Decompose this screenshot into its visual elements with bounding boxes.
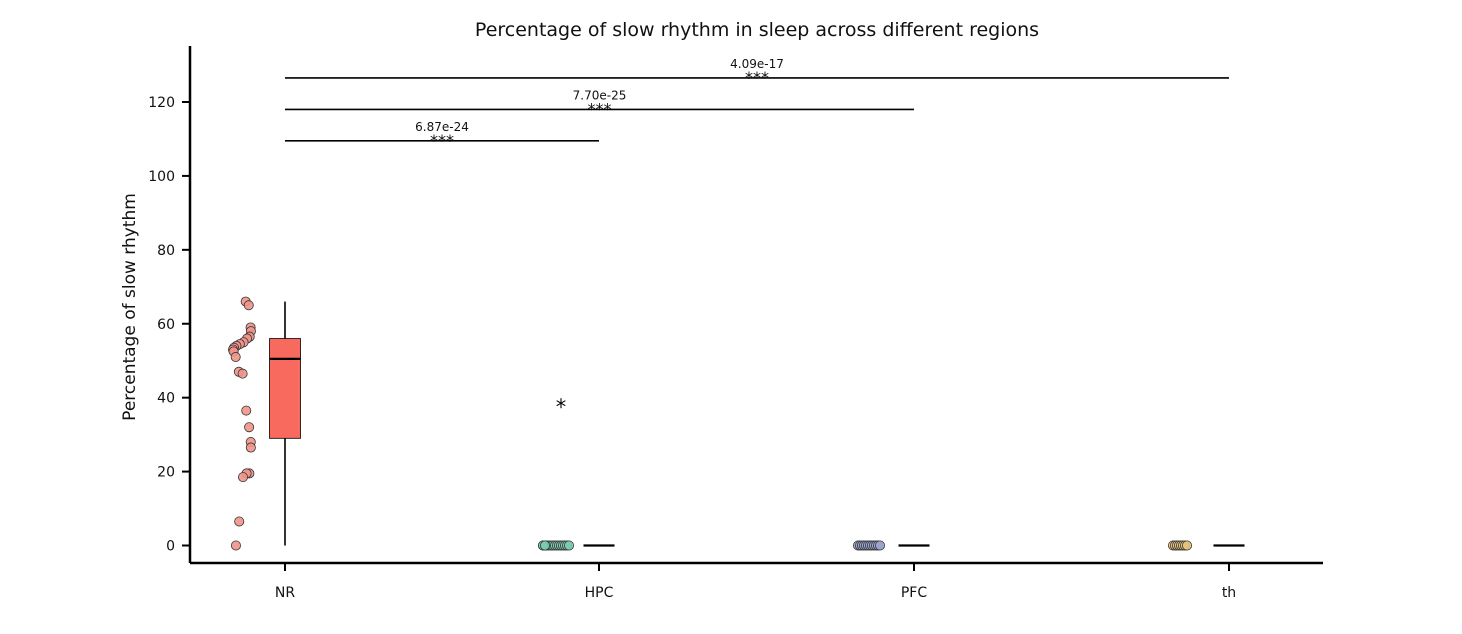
data-points xyxy=(228,296,1193,551)
y-tick-label: 100 xyxy=(148,169,175,185)
data-point-HPC xyxy=(540,540,551,551)
chart-title: Percentage of slow rhythm in sleep acros… xyxy=(475,19,1039,41)
x-tick-label: HPC xyxy=(585,585,614,601)
box-NR xyxy=(269,338,301,439)
y-tick-label: 40 xyxy=(157,391,175,407)
x-tick-label: PFC xyxy=(901,585,927,601)
data-point-NR xyxy=(241,405,252,416)
data-point-NR xyxy=(243,300,254,311)
significance-stars: *** xyxy=(588,99,612,118)
data-point-NR xyxy=(244,422,255,433)
y-tick-label: 20 xyxy=(157,465,175,481)
data-point-NR xyxy=(230,540,241,551)
y-axis-ticks: 0 20 40 60 80 100 120 xyxy=(148,95,190,555)
data-point-NR xyxy=(230,352,241,363)
x-axis-ticks: NR HPC PFC th xyxy=(275,563,1236,601)
significance-stars: *** xyxy=(430,131,454,150)
data-point-NR xyxy=(237,472,248,483)
significance-stars: *** xyxy=(745,68,769,87)
significance-annotations: 6.87e-24***7.70e-25***4.09e-17*** xyxy=(285,57,1229,150)
x-tick-label: th xyxy=(1222,585,1236,601)
x-tick-label: NR xyxy=(275,585,295,601)
data-point-th xyxy=(1182,540,1193,551)
y-tick-label: 60 xyxy=(157,317,175,333)
box-elements xyxy=(269,301,1245,547)
outlier-stroke xyxy=(556,400,566,407)
y-tick-label: 0 xyxy=(166,539,175,555)
p-value-label: 6.87e-24 xyxy=(415,120,469,134)
data-point-NR xyxy=(234,516,245,527)
outlier-marker-HPC xyxy=(556,398,566,409)
data-point-HPC xyxy=(564,540,575,551)
data-point-NR xyxy=(245,442,256,453)
y-axis-label: Percentage of slow rhythm xyxy=(120,193,140,421)
data-point-PFC xyxy=(875,540,886,551)
y-tick-label: 120 xyxy=(148,95,175,111)
y-tick-label: 80 xyxy=(157,243,175,259)
p-value-label: 4.09e-17 xyxy=(730,57,784,71)
data-point-NR xyxy=(237,368,248,379)
p-value-label: 7.70e-25 xyxy=(573,88,627,102)
